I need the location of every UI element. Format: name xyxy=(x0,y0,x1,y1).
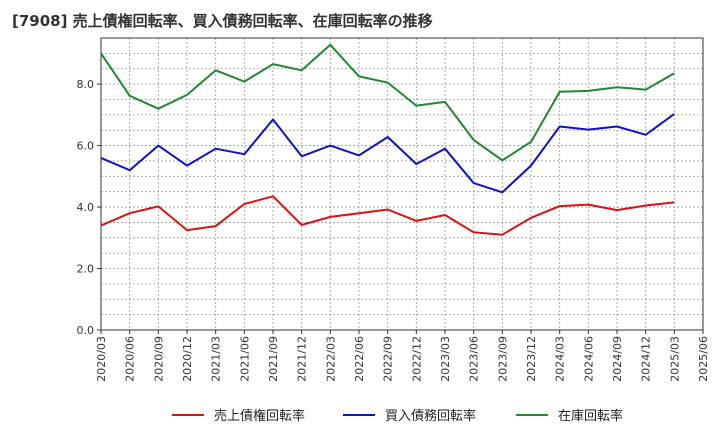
x-tick-label: 2021/03 xyxy=(210,336,223,382)
x-tick-label: 2020/06 xyxy=(124,336,137,382)
x-tick-label: 2023/12 xyxy=(525,336,538,382)
x-tick-label: 2025/03 xyxy=(668,336,681,382)
y-tick-labels: 0.0 2.0 4.0 6.0 8.0 xyxy=(77,78,101,337)
y-tick-label: 6.0 xyxy=(77,140,95,153)
legend-label-2: 買入債務回転率 xyxy=(385,408,476,424)
x-tick-label: 2024/06 xyxy=(582,336,595,382)
x-tick-label: 2023/03 xyxy=(439,336,452,382)
y-tick-label: 8.0 xyxy=(77,78,95,91)
x-tick-label: 2022/06 xyxy=(353,336,366,382)
x-tick-label: 2022/03 xyxy=(324,336,337,382)
legend: 売上債権回転率 買入債務回転率 在庫回転率 xyxy=(172,408,623,424)
y-tick-label: 2.0 xyxy=(77,263,95,276)
x-tick-label: 2021/06 xyxy=(238,336,251,382)
x-tick-label: 2022/12 xyxy=(410,336,423,382)
series-line-2 xyxy=(100,113,675,194)
x-tick-label: 2024/09 xyxy=(611,336,624,382)
x-tick-label: 2021/12 xyxy=(296,336,309,382)
plot-frame xyxy=(100,37,704,331)
x-tick-label: 2020/09 xyxy=(152,336,165,382)
x-tick-label: 2024/03 xyxy=(554,336,567,382)
x-tick-label: 2020/03 xyxy=(95,336,108,382)
grid-lines xyxy=(100,37,704,330)
legend-label-3: 在庫回転率 xyxy=(558,408,623,424)
x-tick-label: 2025/06 xyxy=(697,336,710,382)
x-tick-label: 2021/09 xyxy=(267,336,280,382)
y-tick-label: 4.0 xyxy=(77,201,95,214)
series-line-3 xyxy=(100,43,675,162)
x-tick-label: 2020/12 xyxy=(181,336,194,382)
chart-title: [7908] 売上債権回転率、買入債務回転率、在庫回転率の推移 xyxy=(12,12,433,30)
y-tick-label: 0.0 xyxy=(77,324,95,337)
x-tick-label: 2023/09 xyxy=(496,336,509,382)
series-line-1 xyxy=(100,195,675,236)
axes xyxy=(100,37,704,331)
series-lines xyxy=(100,43,675,236)
x-tick-labels: 2020/03 2020/06 2020/09 2020/12 2021/03 2021/… xyxy=(95,330,710,382)
legend-label-1: 売上債権回転率 xyxy=(214,408,305,424)
x-tick-label: 2022/09 xyxy=(382,336,395,382)
x-tick-label: 2024/12 xyxy=(640,336,653,382)
x-tick-label: 2023/06 xyxy=(468,336,481,382)
